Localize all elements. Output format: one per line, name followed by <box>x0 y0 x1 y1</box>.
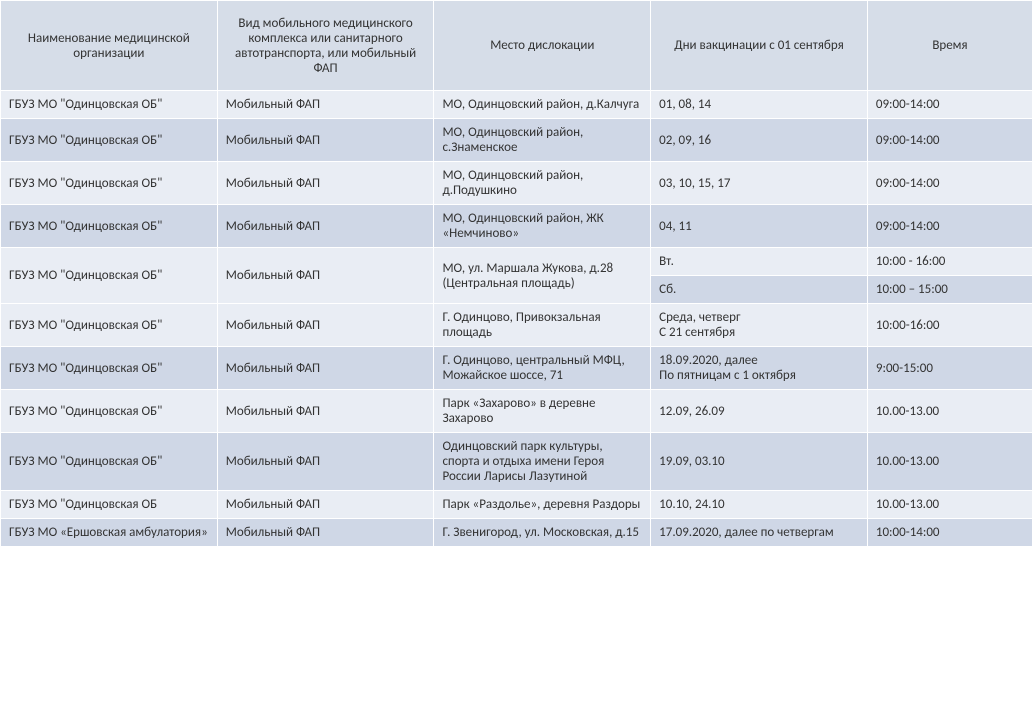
cell-org: ГБУЗ МО "Одинцовская ОБ" <box>1 248 218 304</box>
cell-days: 10.10, 24.10 <box>651 491 868 519</box>
cell-time: 10:00 - 16:00 <box>867 248 1032 276</box>
table-row: ГБУЗ МО "Одинцовская ОБ"Мобильный ФАПМО,… <box>1 248 1033 276</box>
cell-loc: Парк «Раздолье», деревня Раздоры <box>434 491 651 519</box>
cell-time: 09:00-14:00 <box>867 162 1032 205</box>
cell-loc: МО, Одинцовский район, д.Калчуга <box>434 91 651 119</box>
col-header-org: Наименование медицинской организации <box>1 1 218 91</box>
cell-loc: Г. Звенигород, ул. Московская, д.15 <box>434 519 651 547</box>
cell-days: 12.09, 26.09 <box>651 390 868 433</box>
cell-loc: Парк «Захарово» в деревне Захарово <box>434 390 651 433</box>
col-header-type: Вид мобильного медицинского комплекса ил… <box>217 1 434 91</box>
cell-type: Мобильный ФАП <box>217 519 434 547</box>
cell-type: Мобильный ФАП <box>217 162 434 205</box>
cell-type: Мобильный ФАП <box>217 347 434 390</box>
cell-days: 01, 08, 14 <box>651 91 868 119</box>
cell-time: 9:00-15:00 <box>867 347 1032 390</box>
cell-org: ГБУЗ МО "Одинцовская ОБ <box>1 491 218 519</box>
vaccination-schedule-table: Наименование медицинской организации Вид… <box>0 0 1033 547</box>
cell-loc: МО, Одинцовский район, ЖК «Немчиново» <box>434 205 651 248</box>
cell-org: ГБУЗ МО "Одинцовская ОБ" <box>1 433 218 491</box>
cell-days: 18.09.2020, далееПо пятницам с 1 октября <box>651 347 868 390</box>
table-row: ГБУЗ МО «Ершовская амбулатория»Мобильный… <box>1 519 1033 547</box>
cell-days: 19.09, 03.10 <box>651 433 868 491</box>
cell-type: Мобильный ФАП <box>217 91 434 119</box>
cell-loc: Одинцовский парк культуры, спорта и отды… <box>434 433 651 491</box>
cell-type: Мобильный ФАП <box>217 248 434 304</box>
table-row: ГБУЗ МО "Одинцовская ОБ"Мобильный ФАПОди… <box>1 433 1033 491</box>
cell-type: Мобильный ФАП <box>217 390 434 433</box>
table-body: ГБУЗ МО "Одинцовская ОБ"Мобильный ФАПМО,… <box>1 91 1033 547</box>
cell-org: ГБУЗ МО "Одинцовская ОБ" <box>1 304 218 347</box>
table-row: ГБУЗ МО "Одинцовская ОБ"Мобильный ФАПГ. … <box>1 347 1033 390</box>
cell-org: ГБУЗ МО "Одинцовская ОБ" <box>1 347 218 390</box>
cell-days: Среда, четвергС 21 сентября <box>651 304 868 347</box>
cell-loc: МО, Одинцовский район, с.Знаменское <box>434 119 651 162</box>
cell-days: 04, 11 <box>651 205 868 248</box>
cell-org: ГБУЗ МО "Одинцовская ОБ" <box>1 390 218 433</box>
cell-org: ГБУЗ МО "Одинцовская ОБ" <box>1 91 218 119</box>
col-header-days: Дни вакцинации с 01 сентября <box>651 1 868 91</box>
cell-time: 10:00 – 15:00 <box>867 276 1032 304</box>
table-row: ГБУЗ МО "Одинцовская ОБ"Мобильный ФАППар… <box>1 390 1033 433</box>
cell-days: 02, 09, 16 <box>651 119 868 162</box>
cell-loc: МО, ул. Маршала Жукова, д.28 (Центральна… <box>434 248 651 304</box>
cell-loc: Г. Одинцово, центральный МФЦ,Можайское ш… <box>434 347 651 390</box>
cell-org: ГБУЗ МО "Одинцовская ОБ" <box>1 162 218 205</box>
cell-time: 10.00-13.00 <box>867 433 1032 491</box>
cell-time: 09:00-14:00 <box>867 91 1032 119</box>
col-header-loc: Место дислокации <box>434 1 651 91</box>
cell-time: 09:00-14:00 <box>867 119 1032 162</box>
cell-type: Мобильный ФАП <box>217 491 434 519</box>
cell-time: 10:00-14:00 <box>867 519 1032 547</box>
cell-org: ГБУЗ МО "Одинцовская ОБ" <box>1 119 218 162</box>
cell-days: 03, 10, 15, 17 <box>651 162 868 205</box>
cell-org: ГБУЗ МО «Ершовская амбулатория» <box>1 519 218 547</box>
table-row: ГБУЗ МО "Одинцовская ОБ"Мобильный ФАПГ. … <box>1 304 1033 347</box>
cell-type: Мобильный ФАП <box>217 433 434 491</box>
col-header-time: Время <box>867 1 1032 91</box>
table-row: ГБУЗ МО "Одинцовская ОБ"Мобильный ФАПМО,… <box>1 119 1033 162</box>
cell-days: 17.09.2020, далее по четвергам <box>651 519 868 547</box>
cell-time: 09:00-14:00 <box>867 205 1032 248</box>
cell-type: Мобильный ФАП <box>217 119 434 162</box>
table-row: ГБУЗ МО "Одинцовская ОБ"Мобильный ФАПМО,… <box>1 162 1033 205</box>
table-row: ГБУЗ МО "Одинцовская ОБМобильный ФАППарк… <box>1 491 1033 519</box>
table-header-row: Наименование медицинской организации Вид… <box>1 1 1033 91</box>
cell-days: Вт. <box>651 248 868 276</box>
cell-type: Мобильный ФАП <box>217 304 434 347</box>
cell-type: Мобильный ФАП <box>217 205 434 248</box>
cell-loc: Г. Одинцово, Привокзальная площадь <box>434 304 651 347</box>
cell-time: 10.00-13.00 <box>867 390 1032 433</box>
table-row: ГБУЗ МО "Одинцовская ОБ"Мобильный ФАПМО,… <box>1 91 1033 119</box>
cell-loc: МО, Одинцовский район, д.Подушкино <box>434 162 651 205</box>
cell-org: ГБУЗ МО "Одинцовская ОБ" <box>1 205 218 248</box>
cell-time: 10:00-16:00 <box>867 304 1032 347</box>
cell-time: 10.00-13.00 <box>867 491 1032 519</box>
table-row: ГБУЗ МО "Одинцовская ОБ"Мобильный ФАПМО,… <box>1 205 1033 248</box>
cell-days: Сб. <box>651 276 868 304</box>
